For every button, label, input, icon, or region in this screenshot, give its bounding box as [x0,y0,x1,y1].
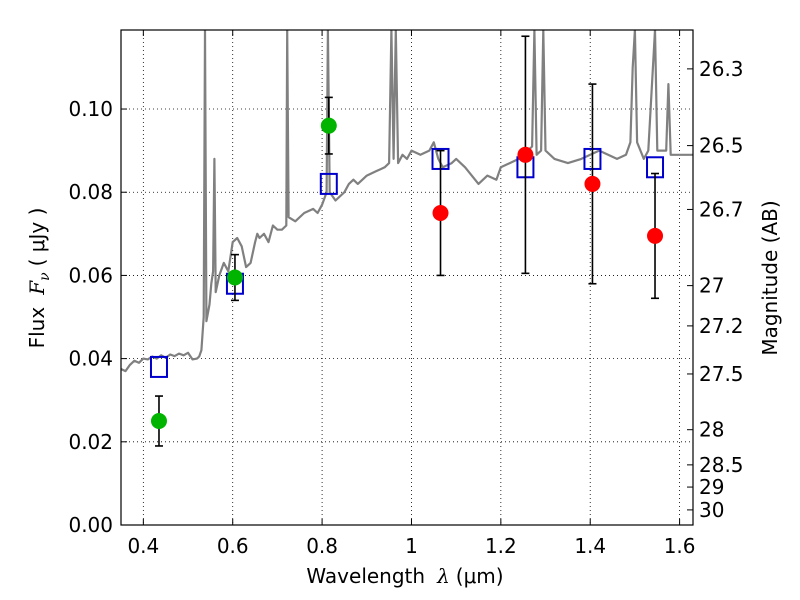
x-tick-label: 0.6 [217,534,249,558]
y-tick-label: 0.10 [68,97,113,121]
x-tick-label: 1.2 [485,534,517,558]
mag-tick-label: 26.7 [699,197,744,221]
x-axis-label: Wavelength λ (μm) [306,564,503,588]
mag-tick-label: 30 [699,498,724,522]
mag-tick-label: 28.5 [699,453,744,477]
x-tick-label: 0.4 [127,534,159,558]
mag-tick-label: 29 [699,475,724,499]
model-photometry-square [319,172,338,195]
optical-data-point [150,413,167,430]
y-tick-label: 0.02 [68,430,113,454]
x-tick-label: 0.8 [306,534,338,558]
ticks-layer: 0.4 0.6 0.8 1 1.2 1.4 1.6 0.00 0.02 0.04 0.06 0.08 0… [68,30,744,558]
x-tick-label: 1.6 [664,534,696,558]
y-tick-label: 0.04 [68,347,113,371]
mag-tick-label: 27.5 [699,362,744,386]
mag-tick-label: 27 [699,274,724,298]
mag-tick-label: 28 [699,418,724,442]
model-spectrum-layer [121,30,693,373]
y2-axis-label: Magnitude (AB) [758,200,782,355]
y-tick-label: 0.00 [68,513,113,537]
nir-data-point [517,146,534,163]
plot-frame [120,29,694,526]
nir-data-point [432,205,449,222]
mag-tick-label: 26.5 [699,134,744,158]
mag-tick-label: 26.3 [699,57,744,81]
data-markers-layer [149,35,665,447]
y-axis-label: FluxFν( μJy ) [25,208,53,349]
y-tick-label: 0.08 [68,180,113,204]
y-tick-label: 0.06 [68,263,113,287]
nir-data-point [584,175,601,192]
x-tick-label: 1.4 [574,534,606,558]
optical-data-point [320,117,337,134]
mag-tick-label: 27.2 [699,314,744,338]
model-spectrum-line [121,30,693,373]
model-photometry-square [149,355,168,378]
optical-data-point [226,269,243,286]
x-tick-label: 1 [405,534,418,558]
nir-data-point [647,227,664,244]
